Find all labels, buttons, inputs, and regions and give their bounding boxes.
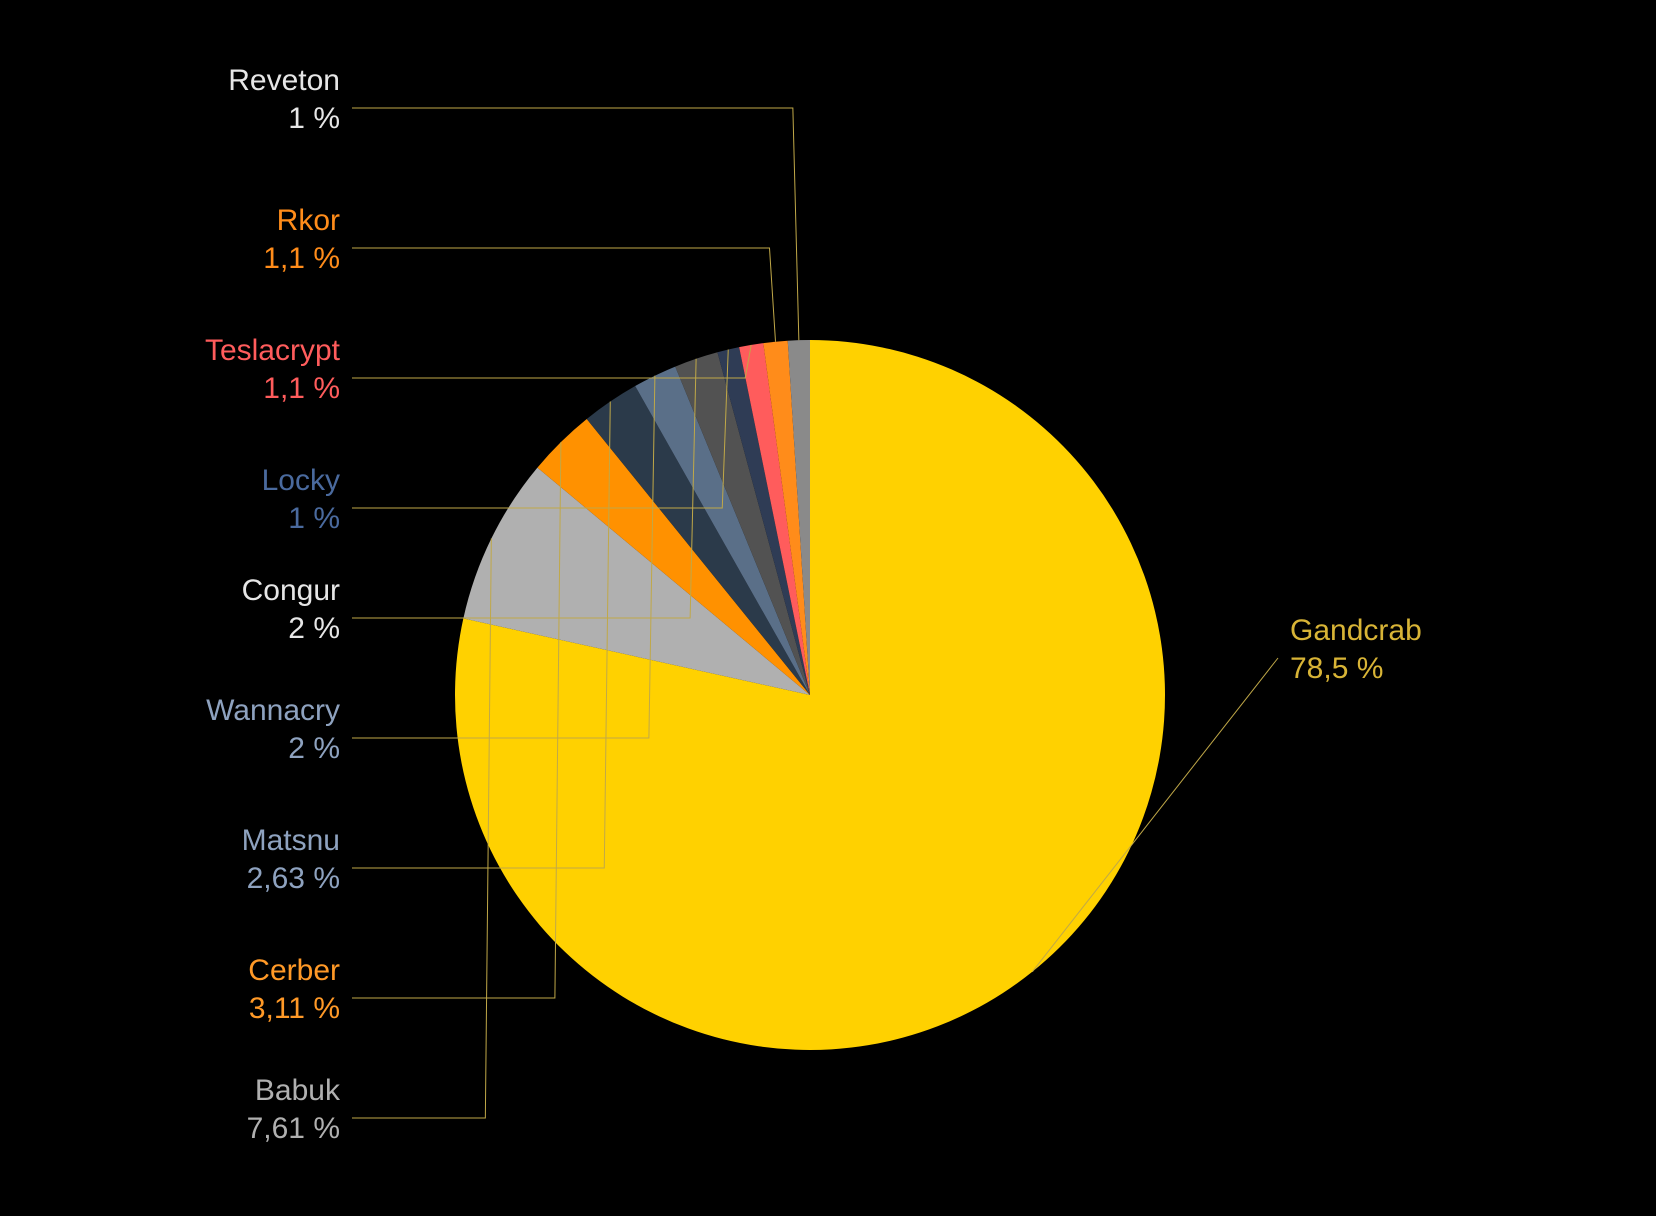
leader-line bbox=[352, 248, 775, 342]
slice-value-reveton: 1 % bbox=[288, 102, 340, 135]
slice-label-babuk: Babuk bbox=[255, 1074, 341, 1107]
slice-value-congur: 2 % bbox=[288, 612, 340, 645]
slice-label-gandcrab: Gandcrab bbox=[1290, 614, 1422, 647]
slice-label-cerber: Cerber bbox=[248, 954, 340, 987]
leader-line bbox=[352, 108, 799, 340]
slice-value-gandcrab: 78,5 % bbox=[1290, 652, 1383, 685]
slice-value-rkor: 1,1 % bbox=[263, 242, 340, 275]
slice-value-matsnu: 2,63 % bbox=[247, 862, 340, 895]
slice-label-reveton: Reveton bbox=[228, 64, 340, 97]
slice-label-teslacrypt: Teslacrypt bbox=[205, 334, 341, 367]
slice-value-babuk: 7,61 % bbox=[247, 1112, 340, 1145]
slice-label-rkor: Rkor bbox=[277, 204, 340, 237]
slice-label-wannacry: Wannacry bbox=[206, 694, 340, 727]
slice-label-congur: Congur bbox=[242, 574, 340, 607]
slice-label-locky: Locky bbox=[262, 464, 340, 497]
slice-value-wannacry: 2 % bbox=[288, 732, 340, 765]
slice-value-cerber: 3,11 % bbox=[249, 992, 340, 1025]
pie-chart: Reveton 1 % Rkor 1,1 % Teslacrypt 1,1 % Locky 1… bbox=[0, 0, 1656, 1216]
slice-value-teslacrypt: 1,1 % bbox=[263, 372, 340, 405]
slice-value-locky: 1 % bbox=[288, 502, 340, 535]
slice-label-matsnu: Matsnu bbox=[242, 824, 340, 857]
